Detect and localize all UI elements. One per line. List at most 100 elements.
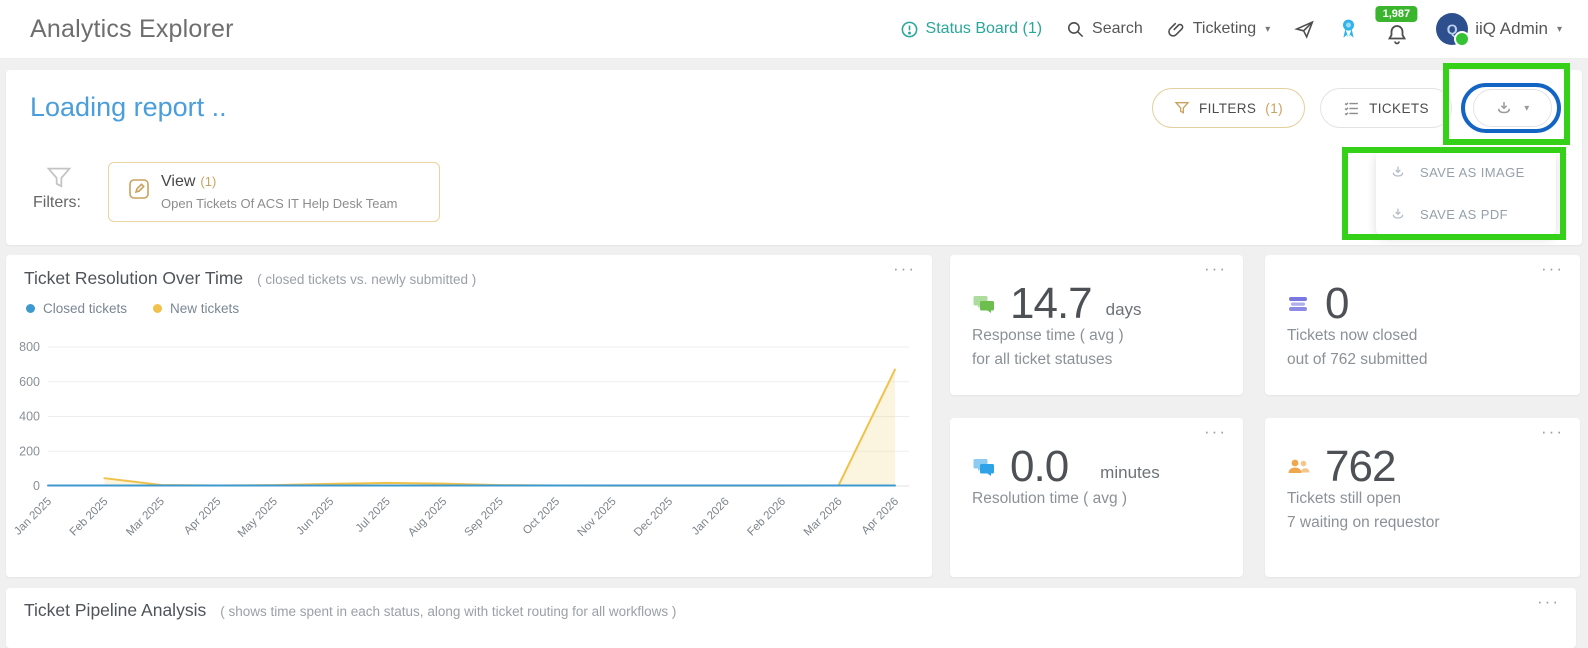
view-filter-description: Open Tickets Of ACS IT Help Desk Team [161, 196, 398, 211]
save-as-pdf-label: SAVE AS PDF [1420, 206, 1508, 222]
kpi-value: 762 [1325, 442, 1396, 491]
kpi-value: 0 [1325, 279, 1350, 328]
kpi-value: 0.0 [1010, 442, 1069, 491]
search-button[interactable]: Search [1066, 20, 1143, 39]
ticket-pipeline-card: ··· Ticket Pipeline Analysis( shows time… [6, 588, 1576, 648]
notifications-button[interactable]: 1,987 [1375, 6, 1418, 46]
legend-item[interactable]: Closed tickets [26, 301, 127, 316]
kpi-caption: Tickets now closed [1287, 327, 1418, 344]
svg-text:May 2025: May 2025 [236, 496, 280, 540]
status-board-link[interactable]: Status Board (1) [900, 20, 1043, 39]
header-nav: Status Board (1) Search Ticketing ▾ [900, 6, 1588, 47]
filters-label: Filters: [33, 194, 81, 211]
card-menu-button[interactable]: ··· [1204, 259, 1227, 278]
chart-legend: Closed tickets New tickets [26, 301, 239, 316]
paper-plane-icon [1294, 19, 1315, 40]
filters-button-count: (1) [1265, 100, 1283, 116]
app-header: Analytics Explorer Status Board (1) Sear… [0, 0, 1588, 59]
svg-text:Jun 2025: Jun 2025 [295, 496, 337, 538]
funnel-icon [44, 164, 74, 192]
page-title: Analytics Explorer [30, 14, 234, 43]
save-as-image-label: SAVE AS IMAGE [1420, 164, 1525, 180]
card-menu-button[interactable]: ··· [893, 259, 916, 278]
svg-text:Sep 2025: Sep 2025 [463, 496, 506, 539]
save-as-pdf-item[interactable]: SAVE AS PDF [1376, 193, 1556, 235]
rewards-button[interactable] [1339, 18, 1358, 40]
legend-label: New tickets [170, 301, 240, 316]
save-as-image-item[interactable]: SAVE AS IMAGE [1376, 151, 1556, 193]
stacked-list-icon [1287, 292, 1311, 316]
download-icon [1390, 206, 1406, 222]
svg-text:Feb 2025: Feb 2025 [68, 496, 111, 539]
ticketing-menu[interactable]: Ticketing ▾ [1167, 20, 1270, 39]
paperclip-icon [1167, 20, 1186, 39]
kpi-caption: out of 762 submitted [1287, 351, 1428, 368]
kpi-caption: Response time ( avg ) [972, 327, 1124, 344]
loading-report-text: Loading report .. [30, 92, 227, 122]
filters-button-label: FILTERS [1198, 100, 1257, 116]
checklist-icon [1343, 100, 1360, 117]
svg-text:Nov 2025: Nov 2025 [575, 496, 618, 539]
svg-text:Oct 2025: Oct 2025 [521, 496, 562, 537]
filters-button[interactable]: FILTERS (1) [1152, 88, 1305, 128]
tickets-button[interactable]: TICKETS [1320, 88, 1452, 128]
chart-title: Ticket Resolution Over Time( closed tick… [24, 268, 477, 288]
svg-text:Mar 2025: Mar 2025 [124, 496, 167, 539]
svg-text:Mar 2026: Mar 2026 [802, 496, 845, 539]
user-name: iiQ Admin [1475, 19, 1548, 38]
svg-text:Jan 2026: Jan 2026 [690, 496, 732, 538]
svg-text:Jan 2025: Jan 2025 [12, 496, 54, 538]
pipeline-subtitle: ( shows time spent in each status, along… [220, 604, 677, 619]
ticketing-label: Ticketing [1192, 20, 1257, 37]
bell-icon [1385, 22, 1409, 46]
svg-text:200: 200 [19, 444, 40, 458]
kpi-unit: days [1105, 300, 1142, 319]
alert-circle-icon [900, 20, 919, 39]
avatar: Q [1436, 13, 1471, 47]
svg-text:Aug 2025: Aug 2025 [406, 496, 449, 539]
view-filter-title: View (1) [161, 173, 217, 190]
svg-text:Feb 2026: Feb 2026 [745, 496, 788, 539]
online-status-dot [1454, 31, 1471, 47]
svg-text:600: 600 [19, 375, 40, 389]
legend-dot [26, 304, 35, 313]
send-button[interactable] [1294, 19, 1315, 40]
edit-pencil-icon [127, 177, 151, 201]
chat-bubbles-icon [972, 455, 996, 479]
kpi-resolution-time-card: ··· 0.0 minutes Resolution time ( avg ) [950, 418, 1243, 577]
notification-badge: 1,987 [1375, 6, 1418, 22]
card-menu-button[interactable]: ··· [1541, 422, 1564, 441]
ticket-resolution-card: ··· Ticket Resolution Over Time( closed … [6, 255, 932, 577]
status-board-label: Status Board (1) [925, 20, 1043, 37]
download-icon [1390, 164, 1406, 180]
svg-text:Apr 2026: Apr 2026 [860, 496, 901, 537]
legend-dot [153, 304, 163, 313]
card-menu-button[interactable]: ··· [1204, 422, 1227, 441]
legend-label: Closed tickets [43, 301, 128, 316]
kpi-tickets-open-card: ··· 762 Tickets still open 7 waiting on … [1265, 418, 1580, 577]
tickets-button-label: TICKETS [1369, 100, 1429, 116]
search-label: Search [1092, 20, 1143, 37]
legend-item[interactable]: New tickets [153, 301, 239, 316]
award-ribbon-icon [1339, 18, 1358, 40]
chevron-down-icon: ▾ [1524, 102, 1530, 114]
svg-text:Apr 2025: Apr 2025 [182, 496, 223, 537]
user-menu[interactable]: Q iiQ Admin ▾ [1436, 13, 1562, 47]
export-button[interactable]: ▾ [1473, 89, 1552, 127]
people-icon [1287, 455, 1311, 479]
kpi-caption: Resolution time ( avg ) [972, 490, 1128, 507]
funnel-icon [1174, 100, 1190, 116]
kpi-unit: minutes [1100, 463, 1160, 482]
chart-subtitle: ( closed tickets vs. newly submitted ) [257, 272, 477, 287]
card-menu-button[interactable]: ··· [1537, 592, 1560, 611]
svg-text:0: 0 [33, 479, 40, 493]
card-menu-button[interactable]: ··· [1541, 259, 1564, 278]
kpi-caption: Tickets still open [1287, 490, 1401, 507]
line-chart: 0 200 400 600 800 Jan 2025 Feb 2025 Mar 2025 Apr… [12, 340, 909, 540]
view-filter-card[interactable]: View (1) Open Tickets Of ACS IT Help Desk… [108, 162, 440, 222]
kpi-caption: for all ticket statuses [972, 351, 1113, 368]
svg-text:400: 400 [19, 410, 40, 424]
kpi-response-time-card: ··· 14.7 days Response time ( avg ) for … [950, 255, 1243, 395]
download-icon [1495, 99, 1513, 117]
pipeline-title: Ticket Pipeline Analysis( shows time spe… [24, 600, 677, 620]
